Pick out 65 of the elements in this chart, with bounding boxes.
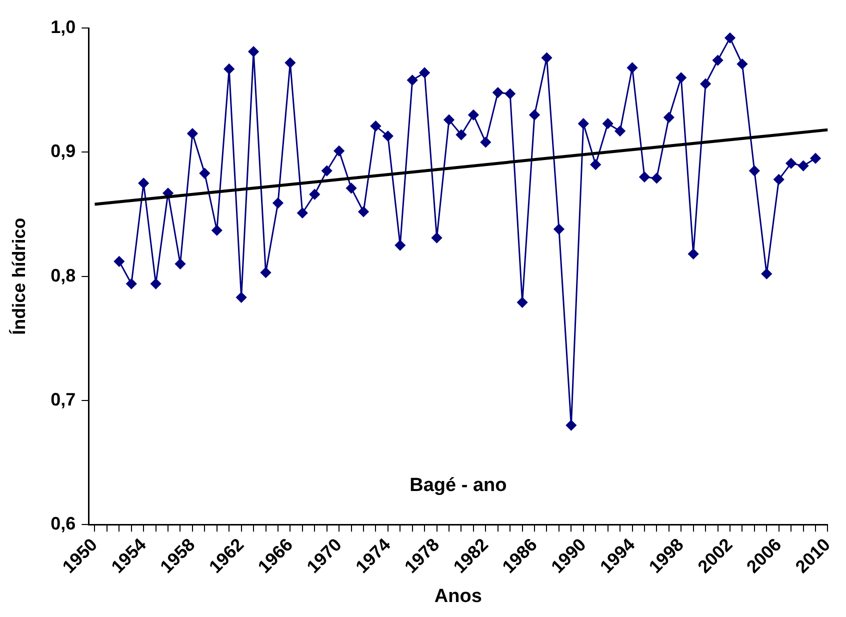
point (688, 248, 699, 260)
point (382, 130, 394, 142)
point (761, 268, 772, 280)
point (150, 278, 162, 290)
y-tick-label: 0,6 (50, 514, 76, 534)
point (798, 160, 809, 172)
point (370, 120, 381, 132)
point (346, 182, 357, 194)
point (224, 64, 234, 74)
point (676, 72, 686, 83)
point (504, 88, 516, 100)
point (236, 292, 247, 303)
point (444, 114, 454, 126)
point (480, 136, 491, 148)
point (664, 112, 674, 123)
point (774, 174, 784, 185)
point (627, 62, 638, 73)
point (810, 153, 821, 164)
point (126, 278, 137, 290)
point (639, 172, 650, 182)
point (492, 87, 504, 98)
text: Bagé - ano (410, 474, 507, 496)
x-axis-title: Anos (434, 586, 482, 607)
point (614, 126, 626, 136)
point (212, 225, 222, 236)
point (712, 55, 724, 66)
point (322, 166, 332, 176)
point (358, 206, 369, 217)
point (541, 52, 552, 64)
point (407, 74, 418, 86)
point (174, 258, 186, 270)
point (272, 198, 284, 208)
point (284, 58, 296, 68)
y-tick-label: 1,0 (50, 16, 76, 37)
point (468, 110, 479, 120)
point (554, 224, 564, 234)
point (297, 208, 308, 218)
point (138, 178, 149, 188)
point (651, 172, 662, 184)
point (199, 168, 210, 179)
point (248, 46, 259, 57)
y-axis-title: Índice hídrico (8, 218, 29, 335)
y-tick-label: 0,8 (50, 265, 76, 286)
point (700, 78, 711, 90)
point (260, 267, 272, 278)
point (590, 159, 601, 170)
point (602, 118, 614, 129)
point (432, 232, 442, 244)
point (578, 118, 589, 129)
point (187, 128, 198, 139)
point (566, 420, 576, 431)
point (114, 256, 124, 267)
point (736, 58, 748, 70)
y-tick-label: 0,7 (50, 389, 76, 410)
point (309, 189, 320, 200)
point (419, 67, 430, 78)
point (456, 130, 466, 140)
point (529, 110, 540, 120)
point (334, 146, 344, 156)
point (517, 297, 528, 308)
point (749, 166, 760, 176)
y-tick-label: 0,9 (50, 141, 76, 162)
point (786, 158, 796, 169)
point (724, 32, 736, 44)
point (394, 240, 406, 251)
